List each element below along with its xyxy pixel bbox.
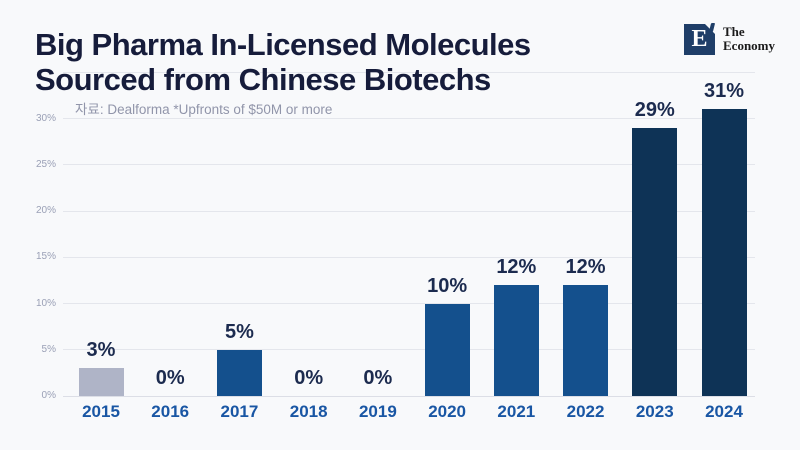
logo: E The Economy <box>684 23 775 55</box>
bar-2021 <box>493 285 539 396</box>
x-axis-label-2019: 2019 <box>358 402 397 421</box>
y-tick-label-5: 5% <box>41 343 56 355</box>
logo-name-line2: Economy <box>723 38 775 53</box>
value-label-2021: 12% <box>496 256 537 278</box>
bar-2022 <box>563 285 609 396</box>
value-label-2024: 31% <box>703 80 745 103</box>
x-axis-label-2015: 2015 <box>82 402 120 421</box>
value-label-2023: 29% <box>634 98 675 121</box>
value-label-2017: 5% <box>224 320 254 343</box>
bar-2017 <box>216 349 262 396</box>
y-tick-label-25: 25% <box>35 158 56 170</box>
y-tick-label-30: 30% <box>35 112 56 124</box>
gridline-5 <box>63 349 755 351</box>
x-axis-label-2018: 2018 <box>289 402 328 421</box>
chart-title: Big Pharma In-Licensed Molecules Sourced… <box>35 27 531 97</box>
x-axis-label-2020: 2020 <box>428 402 467 421</box>
gridline-30 <box>63 118 755 119</box>
bar-2015 <box>78 368 124 396</box>
chart-title-line2: Sourced from Chinese Biotechs <box>35 62 491 97</box>
x-axis-label-2021: 2021 <box>497 402 536 421</box>
gridline-25 <box>63 164 755 166</box>
gridline-10 <box>63 303 755 304</box>
gridline-15 <box>63 256 755 258</box>
value-label-2020: 10% <box>427 274 468 297</box>
logo-monogram: E <box>691 26 708 52</box>
value-label-2019: 0% <box>363 367 393 389</box>
chart-title-line1: Big Pharma In-Licensed Molecules <box>35 27 531 62</box>
gridline-35 <box>63 71 755 73</box>
y-tick-label-15: 15% <box>35 251 56 263</box>
value-label-2022: 12% <box>565 256 606 278</box>
value-label-2018: 0% <box>294 367 324 389</box>
y-tick-label-20: 20% <box>35 205 56 216</box>
x-axis-label-2022: 2022 <box>566 402 605 421</box>
logo-e-icon: E <box>684 23 716 55</box>
logo-wordmark: The Economy <box>723 25 775 53</box>
x-axis-label-2016: 2016 <box>151 402 190 421</box>
x-axis-label-2023: 2023 <box>635 402 674 421</box>
logo-name-line1: The <box>723 24 745 39</box>
gridline-20 <box>63 210 755 212</box>
gridline-0 <box>63 395 755 397</box>
x-axis-label-2017: 2017 <box>220 402 259 421</box>
source-note: 자료: Dealforma *Upfronts of $50M or more <box>75 102 333 117</box>
value-label-2016: 0% <box>155 367 185 389</box>
bar-2024 <box>701 109 747 396</box>
value-label-2015: 3% <box>86 339 116 362</box>
y-tick-label-0: 0% <box>41 390 56 401</box>
bar-2020 <box>424 303 470 396</box>
x-axis-label-2024: 2024 <box>705 402 743 421</box>
bar-2023 <box>632 127 678 396</box>
y-tick-label-10: 10% <box>35 297 56 309</box>
